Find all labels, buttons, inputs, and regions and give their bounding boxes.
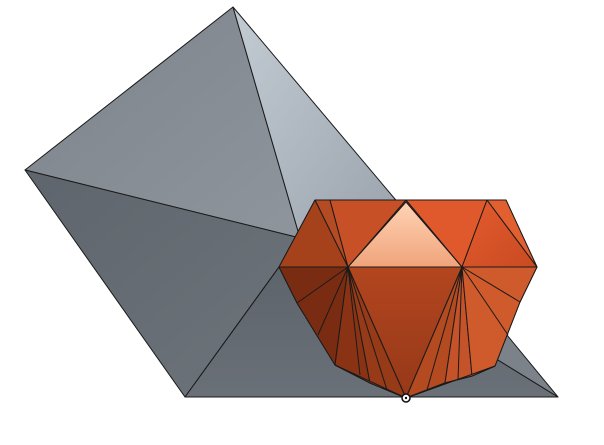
gem-facet-line-4 [426,266,463,391]
gem-facet-line-2 [347,266,361,376]
gem-facet-line-1 [317,266,349,336]
gem-facet-line-3 [347,266,388,391]
gem-tip-right [405,365,496,399]
gem-facet-top-right-2 [486,199,538,268]
gem-facet-top-upper-left [329,199,407,268]
gem-facet-line-5 [457,266,463,381]
gem-tip-left [334,364,407,399]
orange-gem[interactable] [278,199,538,399]
gem-facet-line-8 [461,266,521,303]
origin-point-marker[interactable] [401,393,411,403]
gem-facet-line-6 [461,266,509,336]
gem-facet-line-7 [296,266,349,304]
